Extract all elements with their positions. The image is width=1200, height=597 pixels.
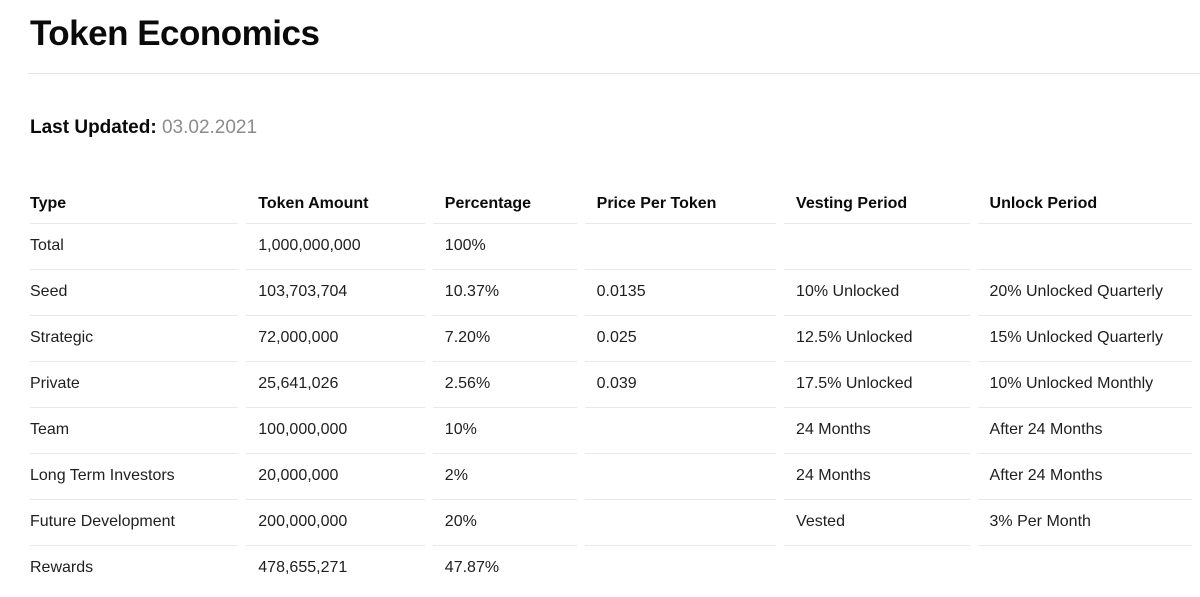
table-row: Team 100,000,000 10% 24 Months After 24 Mont… xyxy=(30,408,1192,454)
cell-type: Seed xyxy=(30,270,239,316)
cell-token_amount: 478,655,271 xyxy=(258,559,348,576)
last-updated: Last Updated: 03.02.2021 xyxy=(30,116,1170,139)
cell-percentage: 47.87% xyxy=(444,559,500,576)
cell-type: Future Development xyxy=(30,500,239,546)
table-row: Total 1,000,000,000 100% xyxy=(30,224,1192,270)
table-row: Future Development 200,000,000 20% Vested 3%… xyxy=(30,500,1192,546)
cell-percentage: 2% xyxy=(432,454,577,500)
table-row: Strategic 72,000,000 7.20% 0.025 12.5% Unloc… xyxy=(30,316,1192,362)
cell-token_amount: 103,703,704 xyxy=(246,270,425,316)
cell-percentage: 20% xyxy=(432,500,577,546)
cell-price_per_token xyxy=(584,408,777,454)
cell-price_per_token: 0.025 xyxy=(584,316,777,362)
cell-unlock_period: 15% Unlocked Quarterly xyxy=(977,316,1192,362)
cell-vesting_period: Vested xyxy=(784,500,970,546)
cell-price_per_token xyxy=(584,454,777,500)
cell-vesting_period: 10% Unlocked xyxy=(784,270,970,316)
cell-vesting_period: 24 Months xyxy=(784,454,970,500)
cell-token_amount: 200,000,000 xyxy=(246,500,425,546)
cell-type: Rewards xyxy=(30,559,94,576)
cell-vesting_period xyxy=(784,546,969,592)
cell-type: Team xyxy=(30,408,239,454)
cell-unlock_period: After 24 Months xyxy=(977,454,1192,500)
table-row: Rewards 478,655,271 47.87% xyxy=(30,546,1192,592)
cell-type: Long Term Investors xyxy=(30,454,239,500)
last-updated-label: Last Updated: xyxy=(30,117,157,138)
table-header: Type Token Amount Percentage Price Per Toke… xyxy=(30,189,1192,224)
cell-vesting_period: 12.5% Unlocked xyxy=(784,316,970,362)
column-header-vesting_period: Vesting Period xyxy=(784,189,970,224)
column-header-percentage: Percentage xyxy=(432,189,577,224)
cell-percentage: 10% xyxy=(432,408,577,454)
cell-unlock_period: 20% Unlocked Quarterly xyxy=(977,270,1192,316)
cell-token_amount: 72,000,000 xyxy=(246,316,425,362)
page-title: Token Economics xyxy=(30,14,320,53)
cell-price_per_token xyxy=(585,546,776,592)
cell-vesting_period xyxy=(784,224,970,270)
cell-vesting_period: 17.5% Unlocked xyxy=(784,362,970,408)
table-body: Total 1,000,000,000 100% Seed 103,703,704 10.… xyxy=(30,224,1192,592)
cell-type: Strategic xyxy=(30,316,239,362)
cell-type: Total xyxy=(30,224,239,270)
cell-token_amount: 25,641,026 xyxy=(246,362,425,408)
table-header-row: Type Token Amount Percentage Price Per Toke… xyxy=(30,189,1192,224)
cell-token_amount: 20,000,000 xyxy=(246,454,425,500)
column-header-unlock_period: Unlock Period xyxy=(977,189,1192,224)
cell-unlock_period: 10% Unlocked Monthly xyxy=(977,362,1192,408)
cell-vesting_period: 24 Months xyxy=(784,408,970,454)
title-divider xyxy=(28,73,1200,74)
table-row: Long Term Investors 20,000,000 2% 24 Months… xyxy=(30,454,1192,500)
cell-unlock_period xyxy=(978,546,1192,592)
table-row: Seed 103,703,704 10.37% 0.0135 10% Unlocked 2… xyxy=(30,270,1192,316)
cell-percentage: 2.56% xyxy=(432,362,577,408)
cell-unlock_period xyxy=(977,224,1192,270)
table-row: Private 25,641,026 2.56% 0.039 17.5% Unlocke… xyxy=(30,362,1192,408)
cell-percentage: 100% xyxy=(432,224,577,270)
cell-token_amount: 1,000,000,000 xyxy=(246,224,425,270)
cell-token_amount: 100,000,000 xyxy=(246,408,425,454)
token-economics-table: Type Token Amount Percentage Price Per Toke… xyxy=(22,189,1200,592)
cell-price_per_token: 0.039 xyxy=(584,362,777,408)
cell-price_per_token: 0.0135 xyxy=(584,270,777,316)
last-updated-value: 03.02.2021 xyxy=(161,117,258,138)
cell-percentage: 7.20% xyxy=(432,316,577,362)
column-header-type: Type xyxy=(30,189,239,224)
column-header-token_amount: Token Amount xyxy=(246,189,425,224)
cell-price_per_token xyxy=(584,224,777,270)
cell-type: Private xyxy=(30,362,239,408)
cell-unlock_period: 3% Per Month xyxy=(977,500,1192,546)
cell-price_per_token xyxy=(584,500,777,546)
cell-percentage: 10.37% xyxy=(432,270,577,316)
cell-unlock_period: After 24 Months xyxy=(977,408,1192,454)
column-header-price_per_token: Price Per Token xyxy=(584,189,777,224)
